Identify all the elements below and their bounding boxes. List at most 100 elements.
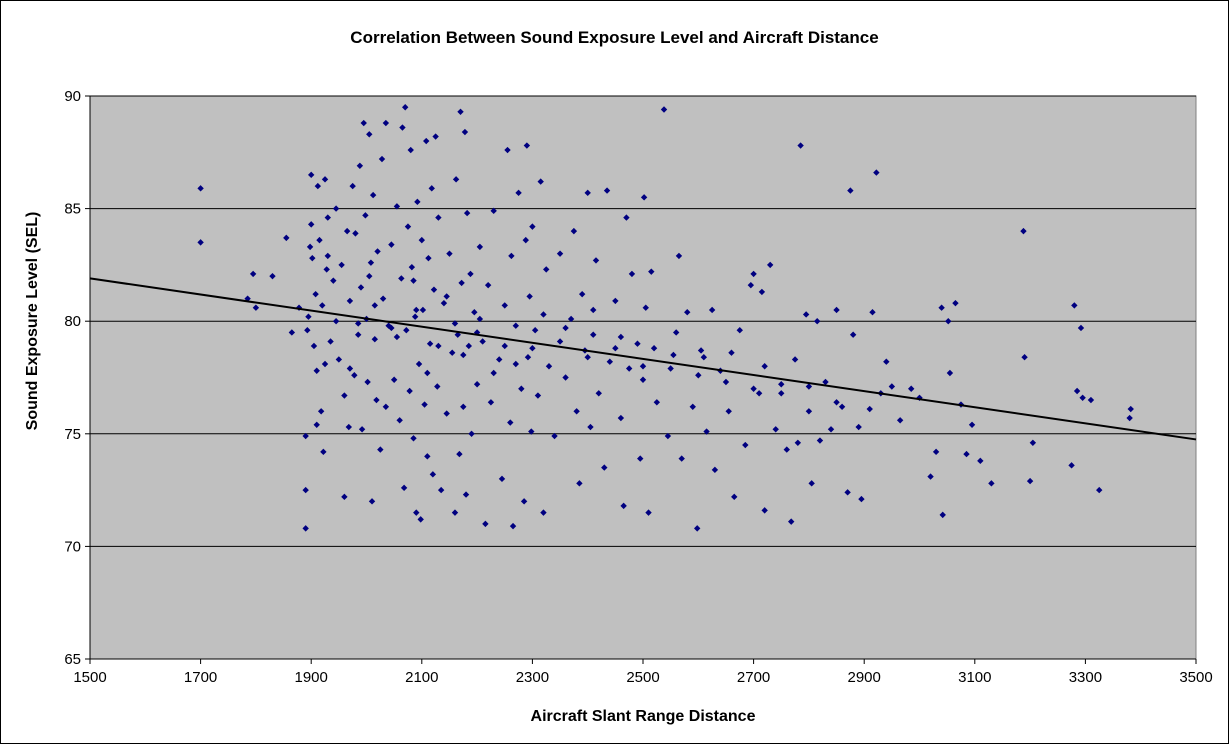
data-point: [522, 236, 529, 244]
data-point: [367, 259, 375, 266]
data-point: [590, 331, 597, 338]
data-point: [736, 327, 743, 334]
data-point: [708, 306, 716, 314]
data-point: [725, 408, 732, 415]
data-point: [443, 293, 450, 300]
data-point: [576, 480, 583, 487]
data-point: [421, 401, 428, 408]
data-point: [653, 399, 661, 406]
data-point: [952, 299, 959, 307]
data-point: [932, 448, 940, 456]
data-point: [628, 270, 636, 278]
data-point: [317, 408, 325, 415]
data-point: [335, 356, 343, 363]
data-point: [678, 455, 685, 462]
data-point: [452, 176, 460, 183]
data-point: [451, 509, 459, 516]
data-point: [457, 108, 464, 115]
data-point: [435, 342, 442, 350]
data-point: [543, 266, 550, 273]
data-point: [302, 486, 309, 494]
data-point: [1077, 324, 1085, 332]
data-point: [695, 372, 702, 379]
data-point: [411, 313, 419, 320]
data-point: [346, 297, 354, 305]
data-point: [758, 288, 766, 296]
x-tick-label: 1900: [295, 669, 328, 686]
data-point: [833, 399, 840, 406]
data-point: [531, 327, 539, 334]
data-point: [587, 423, 594, 431]
data-point: [467, 270, 474, 278]
data-point: [556, 338, 564, 345]
data-point: [352, 230, 359, 237]
data-point: [567, 315, 575, 323]
data-point: [490, 369, 497, 377]
y-tick-label: 65: [64, 651, 81, 668]
data-point: [456, 450, 463, 458]
data-point: [428, 185, 435, 192]
data-point: [371, 336, 378, 343]
data-point: [446, 250, 453, 257]
data-point: [650, 345, 658, 352]
data-point: [373, 396, 380, 404]
data-point: [509, 522, 517, 530]
data-point: [366, 272, 373, 280]
data-point: [504, 146, 511, 154]
data-point: [945, 318, 952, 325]
data-point: [319, 302, 326, 309]
data-point: [584, 354, 591, 361]
data-point: [403, 327, 410, 334]
x-tick-label: 3300: [1069, 669, 1102, 686]
data-point: [283, 234, 290, 242]
y-tick-label: 75: [64, 426, 81, 443]
data-point: [778, 390, 785, 397]
data-point: [316, 236, 323, 244]
data-point: [414, 198, 421, 206]
data-point: [1096, 486, 1103, 494]
data-point: [413, 509, 420, 516]
data-point: [369, 191, 377, 199]
data-point: [873, 169, 880, 176]
data-point: [332, 205, 340, 212]
data-point: [473, 381, 481, 388]
data-point: [562, 374, 569, 381]
data-point: [355, 331, 362, 338]
data-point: [351, 372, 358, 379]
x-tick-label: 2100: [405, 669, 438, 686]
data-point: [968, 421, 976, 428]
data-point: [377, 446, 384, 453]
data-point: [761, 363, 768, 370]
data-point: [620, 502, 627, 510]
data-point: [419, 306, 427, 314]
data-point: [357, 284, 365, 291]
data-point: [321, 360, 329, 368]
data-point: [496, 356, 503, 363]
data-point: [927, 473, 934, 480]
data-point: [838, 403, 846, 410]
data-point: [670, 351, 677, 359]
data-point: [816, 437, 824, 444]
data-point: [755, 390, 763, 397]
data-point: [362, 212, 369, 219]
data-point: [417, 516, 424, 523]
trendline-group: [89, 277, 1197, 441]
data-point: [512, 360, 520, 368]
data-point: [308, 221, 315, 228]
data-point: [498, 475, 506, 483]
data-point: [573, 408, 580, 415]
data-point: [750, 270, 757, 278]
data-point: [672, 329, 680, 336]
data-point: [346, 365, 354, 372]
data-point: [977, 457, 984, 465]
y-axis-label: Sound Exposure Level (SEL): [24, 211, 41, 431]
data-point: [404, 223, 412, 230]
data-point: [1071, 302, 1078, 309]
data-point: [529, 223, 536, 230]
data-point: [617, 333, 625, 341]
data-point: [512, 322, 520, 329]
data-point: [382, 119, 390, 127]
data-point: [703, 428, 710, 435]
data-point: [637, 455, 644, 462]
data-point: [425, 254, 432, 262]
